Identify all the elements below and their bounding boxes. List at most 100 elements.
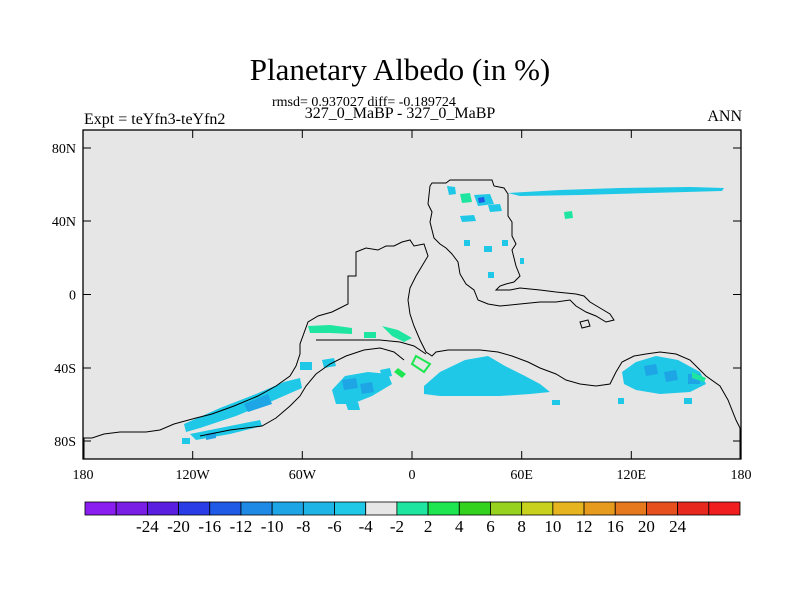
plot-title: Planetary Albedo (in %) xyxy=(249,52,551,87)
anomaly-region xyxy=(410,354,432,374)
colorbar-swatch xyxy=(240,501,273,516)
map-background xyxy=(83,130,741,459)
x-tick-label: 120E xyxy=(617,468,647,483)
colorbar-label: -10 xyxy=(261,517,284,536)
colorbar-swatch xyxy=(427,501,460,516)
colorbar-swatch xyxy=(458,501,491,516)
colorbar-label: -20 xyxy=(167,517,190,536)
anomaly-region xyxy=(664,370,678,382)
anomaly-region xyxy=(364,332,376,338)
anomaly-region xyxy=(692,372,706,382)
coastline xyxy=(83,179,741,460)
anomaly-fills xyxy=(182,186,724,444)
y-tick-labels: 80N 40N 0 40S 80S xyxy=(52,142,76,450)
colorbar-label: 8 xyxy=(517,517,526,536)
colorbar-label: -4 xyxy=(359,517,374,536)
colorbar-label: 6 xyxy=(486,517,495,536)
anomaly-region xyxy=(394,368,406,378)
anomaly-region xyxy=(488,204,502,212)
y-tick-label: 40S xyxy=(54,362,76,377)
x-tick-label: 0 xyxy=(409,468,416,483)
anomaly-region xyxy=(508,187,724,196)
colorbar-label: -24 xyxy=(136,517,159,536)
colorbar-swatch xyxy=(552,501,585,516)
x-tick-label: 180 xyxy=(731,468,752,483)
coastline-inner-south xyxy=(199,347,405,437)
colorbar-swatch xyxy=(146,501,179,516)
colorbar-label: 20 xyxy=(638,517,655,536)
anomaly-region xyxy=(484,246,492,252)
anomaly-region xyxy=(382,326,412,342)
anomaly-region xyxy=(460,215,476,222)
colorbar-swatch xyxy=(209,501,242,516)
colorbar-labels: -24 -20 -16 -12 -10 -8 -6 -4 -2 2 4 6 8 10 12 16 20 24 xyxy=(136,517,687,536)
y-tick-label: 40N xyxy=(52,215,76,230)
colorbar-swatch xyxy=(365,501,398,516)
anomaly-region xyxy=(478,197,485,203)
tick-marks xyxy=(82,130,742,459)
anomaly-region xyxy=(447,186,456,195)
anomaly-region xyxy=(488,272,494,278)
colorbar-swatch xyxy=(302,501,335,516)
anomaly-region xyxy=(342,378,358,390)
island-outline xyxy=(579,319,591,329)
coastline-inner xyxy=(316,339,427,355)
colorbar-swatch xyxy=(84,501,117,516)
y-tick-label: 80N xyxy=(52,142,76,157)
anomaly-region xyxy=(300,362,312,370)
colorbar-swatch xyxy=(614,501,647,516)
colorbar-label: 2 xyxy=(424,517,433,536)
colorbar-swatch xyxy=(677,501,710,516)
colorbar-swatch xyxy=(490,501,523,516)
colorbar-label: -2 xyxy=(390,517,404,536)
anomaly-region xyxy=(464,240,470,246)
colorbar-swatch xyxy=(708,501,741,516)
anomaly-region xyxy=(424,356,550,396)
colorbar-swatch xyxy=(396,501,429,516)
stats-line: rmsd= 0.937027 diff= -0.189724 xyxy=(272,95,456,110)
anomaly-region xyxy=(644,364,658,376)
coastline-north xyxy=(427,179,615,323)
anomaly-region xyxy=(552,400,560,405)
colorbar-swatch xyxy=(583,501,616,516)
anomaly-region xyxy=(380,368,392,378)
anomaly-region xyxy=(322,358,336,368)
anomaly-region xyxy=(346,402,360,410)
anomaly-region xyxy=(564,211,573,219)
colorbar-label: 12 xyxy=(576,517,593,536)
colorbar-label: -6 xyxy=(327,517,341,536)
colorbar-swatch xyxy=(646,501,679,516)
colorbar-label: -8 xyxy=(296,517,310,536)
period-label: 327_0_MaBP - 327_0_MaBP xyxy=(304,105,496,122)
colorbar-label: -12 xyxy=(230,517,253,536)
colorbar-label: 10 xyxy=(544,517,561,536)
colorbar-label: 4 xyxy=(455,517,464,536)
colorbar-swatch xyxy=(334,501,367,516)
x-tick-labels: 180 120W 60W 0 60E 120E 180 xyxy=(73,468,752,483)
colorbar-label: -16 xyxy=(198,517,221,536)
x-tick-label: 120W xyxy=(176,468,211,483)
coastline-main xyxy=(83,239,741,460)
anomaly-region xyxy=(520,258,524,264)
y-tick-label: 80S xyxy=(54,435,76,450)
anomaly-region xyxy=(618,398,624,404)
x-tick-label: 60W xyxy=(289,468,317,483)
colorbar-swatch xyxy=(178,501,211,516)
colorbar-swatch xyxy=(115,501,148,516)
anomaly-region xyxy=(360,382,374,394)
anomaly-region xyxy=(460,193,472,203)
colorbar-label: 24 xyxy=(669,517,687,536)
anomaly-region xyxy=(502,240,508,246)
anomaly-region xyxy=(244,394,272,412)
x-tick-label: 60E xyxy=(510,468,533,483)
experiment-label: Expt = teYfn3-teYfn2 xyxy=(84,111,226,128)
anomaly-region xyxy=(308,325,352,334)
anomaly-region xyxy=(184,378,302,432)
colorbar-swatch xyxy=(271,501,304,516)
colorbar-swatch xyxy=(521,501,554,516)
colorbar-label: 16 xyxy=(607,517,624,536)
anomaly-region xyxy=(182,438,190,444)
anomaly-region xyxy=(684,398,692,404)
anomaly-region xyxy=(622,356,706,394)
